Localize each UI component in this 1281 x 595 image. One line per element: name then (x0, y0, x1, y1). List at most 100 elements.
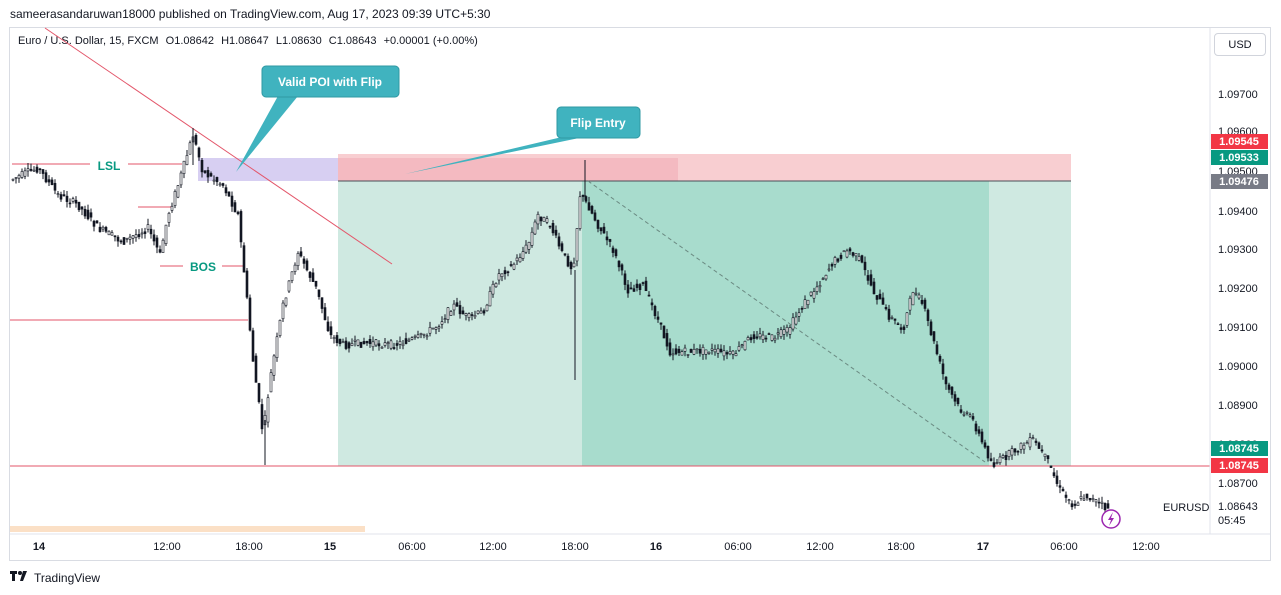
candle-body (713, 348, 717, 353)
lightning-icon[interactable] (1101, 509, 1121, 529)
candle-body (1037, 442, 1041, 449)
candle-body (443, 318, 447, 320)
candle-body (74, 199, 78, 204)
candle-body (944, 376, 948, 385)
x-axis[interactable]: 14 12:00 18:00 15 06:00 12:00 18:00 16 0… (33, 541, 1160, 553)
candle-body (554, 229, 558, 236)
candle-body (1031, 437, 1035, 439)
candle-body (836, 258, 840, 262)
candle-body (1004, 455, 1008, 461)
candle-body (245, 270, 249, 298)
y-tick: 1.09300 (1218, 244, 1258, 256)
candle-body (659, 322, 663, 325)
price-label-bg-zone-mid (1211, 150, 1268, 165)
tradingview-logo[interactable]: TradingView (10, 570, 100, 585)
candle-body (1007, 450, 1011, 457)
candle-body (857, 256, 861, 261)
candle-body (494, 282, 498, 288)
candle-body (479, 310, 483, 314)
y-axis[interactable]: 1.09700 1.09600 1.09500 1.09400 1.09300 … (1218, 89, 1258, 490)
price-label-bg-zone-entry (1211, 174, 1268, 189)
candle-body (1073, 503, 1077, 506)
candle-body (683, 347, 687, 352)
candle-body (293, 264, 297, 272)
y-tick: 1.09400 (1218, 206, 1258, 218)
candle-body (854, 253, 858, 257)
tp-zone-dark (582, 181, 989, 466)
candle-body (1058, 485, 1062, 488)
candle-body (401, 343, 405, 347)
callout-poi-box[interactable] (261, 65, 400, 98)
candle-body (1025, 442, 1029, 445)
trend-line[interactable] (44, 27, 393, 265)
candle-body (674, 348, 678, 355)
candle-body (1040, 449, 1044, 452)
candle-body (359, 341, 363, 348)
candle-body (566, 255, 570, 267)
candle-body (458, 305, 462, 315)
candle-body (464, 313, 468, 316)
currency-button[interactable]: USD (1214, 33, 1266, 56)
price-label-zone-mid: 1.09533 (1219, 152, 1259, 164)
candle-body (815, 286, 819, 292)
callout-entry-box[interactable] (556, 106, 641, 139)
candle-body (953, 394, 957, 402)
x-tick: 18:00 (235, 541, 263, 553)
chart-legend: Euro / U.S. Dollar, 15, FXCM O1.08642 H1… (18, 35, 482, 47)
candle-body (80, 206, 84, 210)
candle-body (932, 331, 936, 342)
candle-body (803, 299, 807, 309)
poi-zone (198, 158, 338, 181)
candle-body (1094, 499, 1098, 503)
candle-body (320, 297, 324, 309)
candle-body (239, 211, 243, 243)
candle-body (254, 355, 258, 383)
candle-body (368, 339, 372, 344)
candle-body (227, 191, 231, 197)
candle-body (536, 213, 540, 225)
candle-body (182, 160, 186, 174)
candle-body (92, 220, 96, 227)
candle-body (65, 195, 69, 202)
candle-body (866, 275, 870, 281)
candle-body (56, 193, 60, 195)
candle-body (326, 321, 330, 331)
candle-body (59, 194, 63, 200)
candle-body (809, 291, 813, 296)
price-label-tp-green: 1.08745 (1219, 443, 1259, 455)
candle-body (593, 212, 597, 221)
candle-body (935, 344, 939, 355)
candle-body (137, 234, 141, 238)
candle-body (656, 316, 660, 320)
candle-body (986, 445, 990, 459)
candle-body (389, 340, 393, 349)
candle-body (551, 223, 555, 234)
candle-body (518, 257, 522, 263)
candle-body (884, 307, 888, 310)
legend-instrument[interactable]: Euro / U.S. Dollar, 15, FXCM (18, 35, 159, 47)
candle-body (95, 220, 99, 224)
candle-body (542, 217, 546, 222)
candle-body (413, 335, 417, 338)
candle-body (851, 252, 855, 256)
candle-body (860, 255, 864, 263)
candle-body (248, 297, 252, 331)
y-tick: 1.09100 (1218, 322, 1258, 334)
candle-body (104, 227, 108, 232)
candle-body (305, 260, 309, 271)
candle-body (404, 338, 408, 344)
candle-body (488, 291, 492, 307)
candle-body (965, 412, 969, 414)
candle-body (224, 187, 228, 194)
candle-body (509, 264, 513, 266)
symbol-label: EURUSD (1163, 502, 1210, 514)
callout-entry-pointer (405, 137, 584, 174)
candle-body (698, 348, 702, 354)
candle-body (398, 341, 402, 345)
candle-body (635, 283, 639, 288)
candle-body (437, 326, 441, 329)
candle-body (818, 285, 822, 288)
candle-body (881, 297, 885, 305)
candle-body (143, 231, 147, 234)
